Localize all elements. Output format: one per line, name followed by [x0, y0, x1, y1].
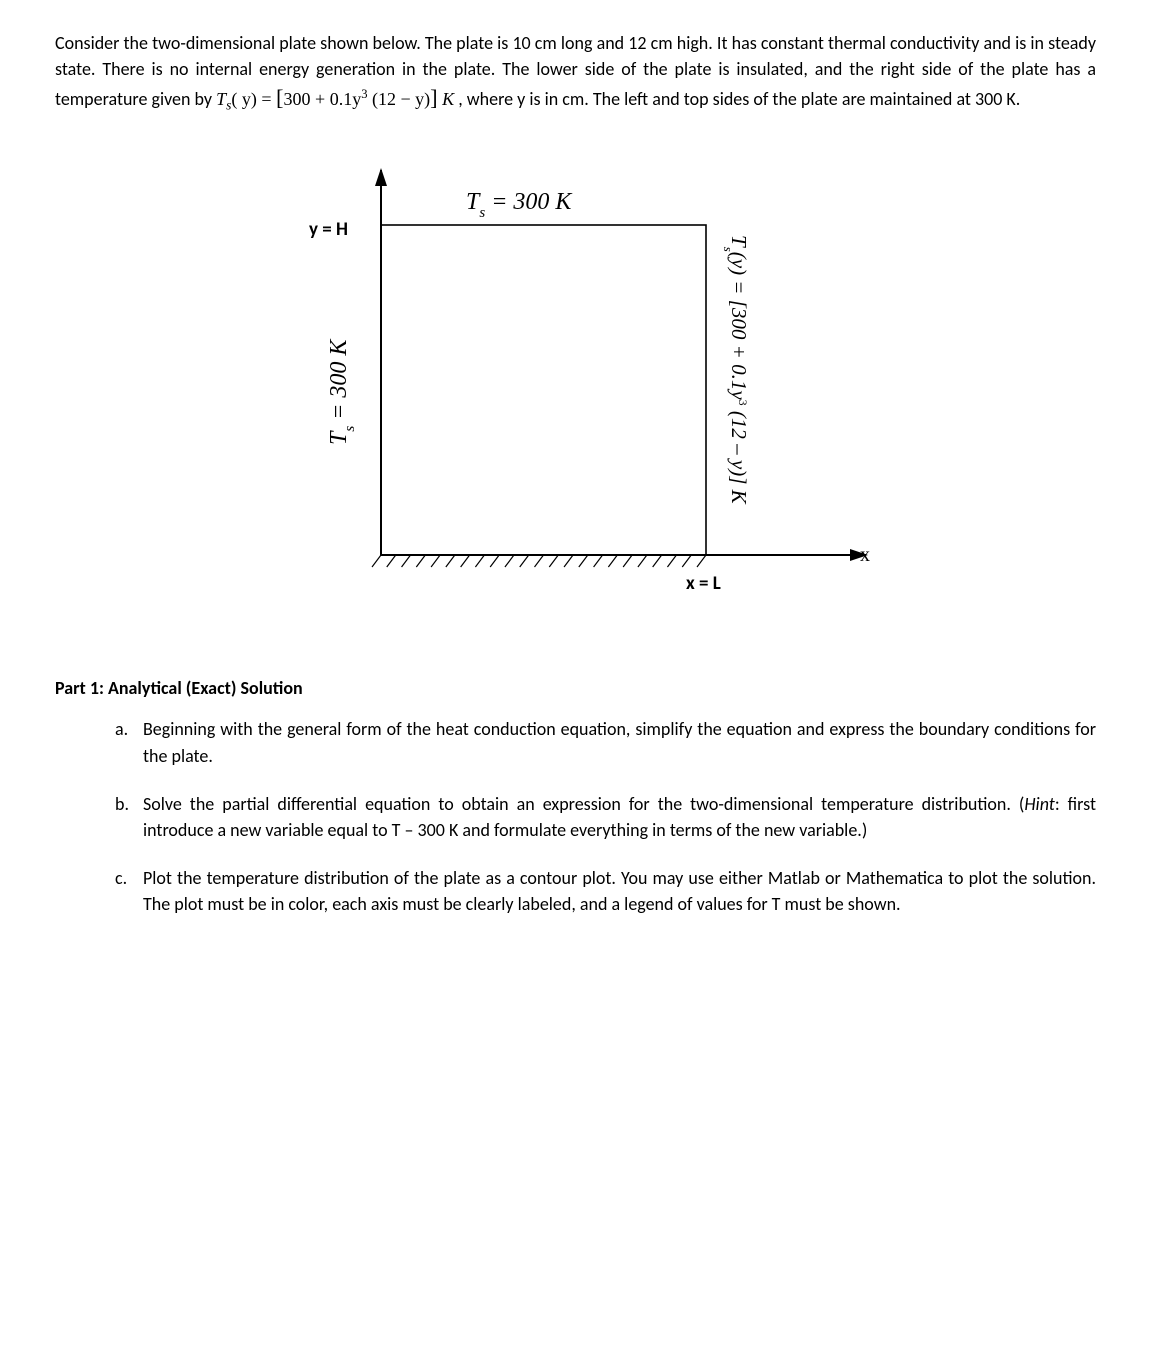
svg-text:Ts(y) = [300 + 0.1y3 (12 – y)]: Ts(y) = [300 + 0.1y3 (12 – y)] K — [721, 235, 751, 505]
svg-text:Ts = 300 K: Ts = 300 K — [326, 338, 358, 445]
inline-eq-bracket-close: ] — [430, 85, 438, 110]
marker-b: b. — [115, 791, 129, 817]
part1-heading: Part 1: Analytical (Exact) Solution — [55, 675, 1096, 701]
part1-item-a: a. Beginning with the general form of th… — [115, 716, 1096, 768]
part1-item-b: b. Solve the partial differential equati… — [115, 791, 1096, 843]
figure-container: Ts = 300 K y = H Ts = 300 K Ts(y) = [300 + … — [55, 150, 1096, 620]
hint-label: Hint — [1024, 793, 1054, 815]
inline-eq-bracket-open: [ — [276, 85, 284, 110]
plate-diagram: Ts = 300 K y = H Ts = 300 K Ts(y) = [300 + … — [266, 150, 886, 620]
marker-a: a. — [115, 716, 128, 742]
problem-text-post: , where y is in cm. The left and top sid… — [458, 88, 1020, 110]
problem-statement: Consider the two-dimensional plate shown… — [55, 30, 1096, 115]
inline-eq-paren: (12 − y) — [368, 89, 431, 109]
marker-c: c. — [115, 865, 127, 891]
part1-item-c: c. Plot the temperature distribution of … — [115, 865, 1096, 917]
text-b-pre: Solve the partial differential equation … — [143, 793, 1024, 815]
part1-list: a. Beginning with the general form of th… — [55, 716, 1096, 917]
inline-eq-unit: K — [438, 89, 455, 109]
inline-eq-terms: 300 + 0.1y — [284, 89, 362, 109]
text-c: Plot the temperature distribution of the… — [143, 867, 1096, 915]
text-a: Beginning with the general form of the h… — [143, 718, 1096, 766]
svg-text:x: x — [860, 544, 870, 566]
inline-eq-arg: ( y) = — [231, 89, 276, 109]
svg-text:y = H: y = H — [309, 218, 348, 241]
svg-text:x = L: x = L — [686, 572, 721, 595]
svg-text:Ts = 300 K: Ts = 300 K — [466, 189, 573, 221]
inline-eq-lhs: T — [216, 89, 226, 109]
